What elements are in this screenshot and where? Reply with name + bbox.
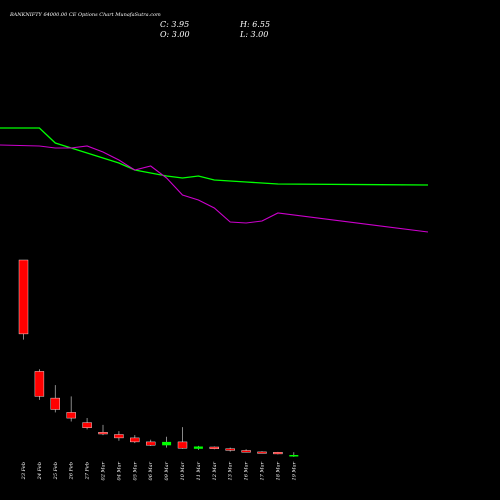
x-tick-label: 26 Feb	[69, 462, 75, 480]
tick-layer: 23 Feb 24 Feb 25 Feb 26 Feb 27 Feb 02 Mar 04 M…	[21, 461, 297, 480]
high-label: H: 6.55	[239, 20, 270, 29]
close-label: C: 3.95	[160, 20, 189, 29]
x-tick-label: 23 Feb	[21, 462, 27, 480]
candle-body-5	[82, 422, 92, 428]
candle-body-1	[18, 259, 29, 335]
candle-body-16	[257, 451, 267, 454]
x-tick-label: 13 Mar	[228, 461, 234, 480]
candle-body-2	[34, 371, 45, 397]
candle-body-11	[177, 441, 188, 449]
x-tick-label: 04 Mar	[116, 461, 122, 480]
open-label: O: 3.00	[160, 30, 190, 39]
candle-body-13	[209, 446, 220, 449]
x-tick-label: 11 Mar	[196, 461, 202, 480]
x-tick-label: 18 Mar	[275, 461, 281, 480]
candle-body-14	[225, 448, 235, 451]
candle-body-4	[66, 412, 76, 419]
candle-body-7	[114, 434, 124, 439]
x-tick-label: 02 Mar	[101, 461, 107, 480]
candle-body-9	[145, 441, 156, 446]
series-line-1	[0, 127, 429, 186]
series-line-2	[0, 144, 429, 233]
candle-layer	[18, 259, 299, 457]
candle-body-6	[98, 432, 108, 435]
x-tick-label: 24 Feb	[37, 462, 43, 480]
x-tick-label: 16 Mar	[244, 461, 250, 480]
low-label: L: 3.00	[239, 30, 268, 39]
x-tick-label: 25 Feb	[53, 462, 59, 480]
chart-title: BANKNIFTY 64000.00 CE Options Chart Muna…	[9, 12, 161, 18]
x-tick-label: 19 Mar	[291, 461, 297, 480]
candle-body-17	[273, 452, 283, 455]
x-tick-label: 06 Mar	[148, 461, 154, 480]
candle-body-10	[162, 441, 172, 446]
candle-body-12	[193, 446, 203, 449]
x-tick-label: 09 Mar	[164, 461, 170, 480]
candle-body-3	[50, 397, 60, 410]
x-tick-label: 05 Mar	[132, 461, 138, 480]
series-layer	[0, 127, 429, 233]
x-tick-label: 27 Feb	[85, 462, 91, 480]
x-tick-label: 17 Mar	[260, 461, 266, 480]
candle-body-8	[130, 437, 140, 443]
candle-body-15	[241, 450, 251, 453]
candle-body-18	[289, 455, 299, 457]
x-tick-label: 12 Mar	[212, 461, 218, 480]
x-tick-label: 10 Mar	[180, 461, 186, 480]
